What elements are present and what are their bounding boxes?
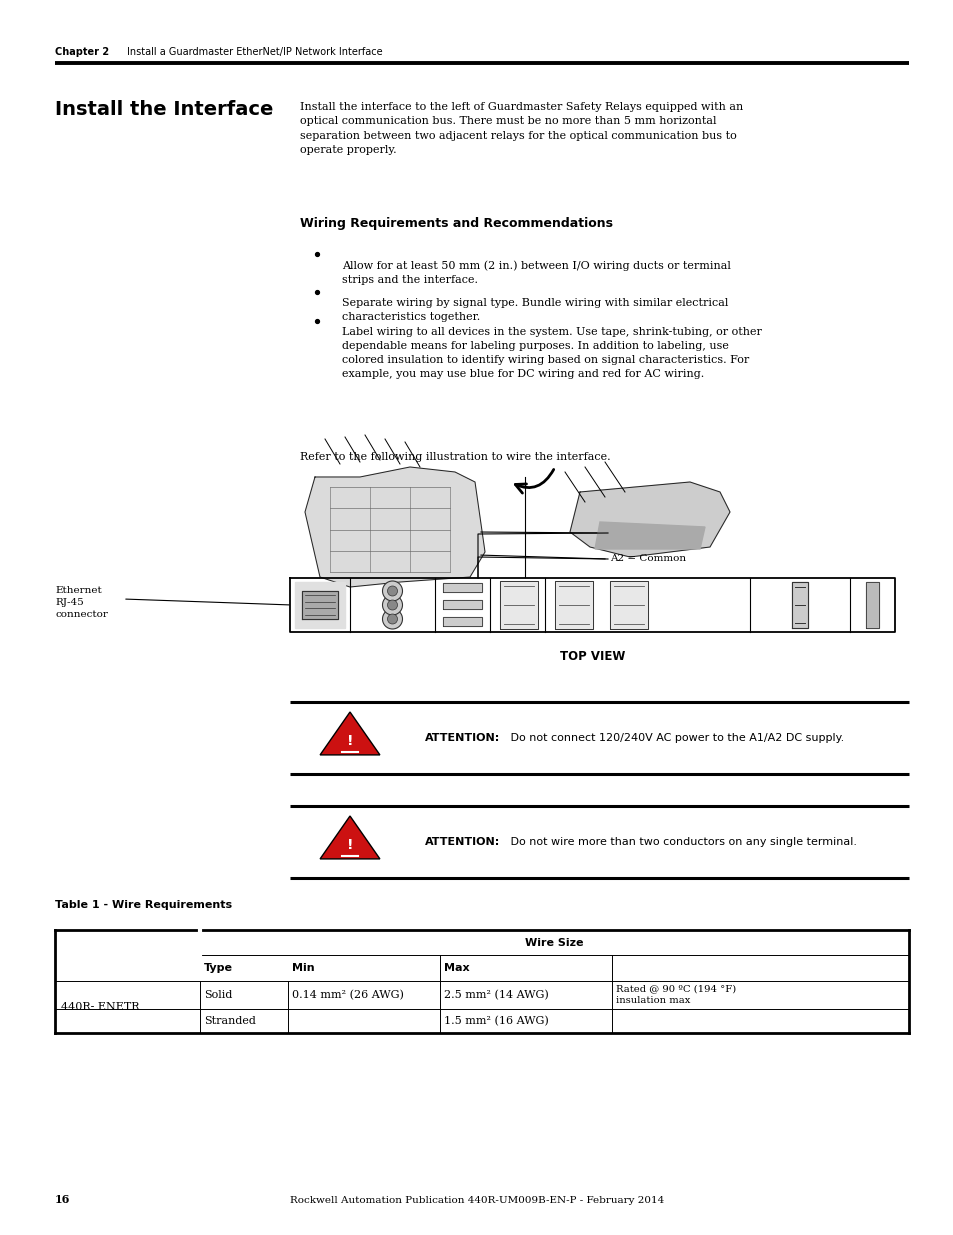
Polygon shape bbox=[569, 482, 729, 557]
Text: 1.5 mm² (16 AWG): 1.5 mm² (16 AWG) bbox=[443, 1016, 548, 1026]
Text: Chapter 2: Chapter 2 bbox=[55, 47, 109, 57]
Text: Wiring Requirements and Recommendations: Wiring Requirements and Recommendations bbox=[299, 217, 613, 230]
Text: !: ! bbox=[346, 837, 353, 852]
Text: 440R- ENETR: 440R- ENETR bbox=[61, 1002, 139, 1011]
Polygon shape bbox=[595, 522, 704, 550]
Text: Do not connect 120/240V AC power to the A1/A2 DC supply.: Do not connect 120/240V AC power to the … bbox=[506, 734, 843, 743]
Polygon shape bbox=[791, 582, 807, 629]
Text: Max: Max bbox=[443, 963, 469, 973]
Text: Solid: Solid bbox=[204, 990, 233, 1000]
Text: 0.14 mm² (26 AWG): 0.14 mm² (26 AWG) bbox=[292, 989, 403, 1000]
Text: Install the interface to the left of Guardmaster Safety Relays equipped with an
: Install the interface to the left of Gua… bbox=[299, 103, 742, 156]
Circle shape bbox=[382, 580, 402, 601]
Polygon shape bbox=[320, 816, 379, 858]
Text: Ethernet
RJ-45
connector: Ethernet RJ-45 connector bbox=[55, 585, 108, 619]
Polygon shape bbox=[499, 580, 537, 629]
Text: Rated @ 90 ºC (194 °F)
insulation max: Rated @ 90 ºC (194 °F) insulation max bbox=[616, 984, 736, 1005]
Text: Type: Type bbox=[204, 963, 233, 973]
Text: Stranded: Stranded bbox=[204, 1016, 255, 1026]
Polygon shape bbox=[302, 592, 337, 619]
Text: Install the Interface: Install the Interface bbox=[55, 100, 274, 119]
Text: Wire Size: Wire Size bbox=[525, 937, 583, 947]
Text: A2 = Common: A2 = Common bbox=[609, 555, 685, 563]
Polygon shape bbox=[555, 580, 593, 629]
Text: Label wiring to all devices in the system. Use tape, shrink-tubing, or other
dep: Label wiring to all devices in the syste… bbox=[341, 327, 761, 379]
Text: !: ! bbox=[346, 734, 353, 747]
Polygon shape bbox=[609, 580, 647, 629]
Text: Rockwell Automation Publication 440R-UM009B-EN-P - February 2014: Rockwell Automation Publication 440R-UM0… bbox=[290, 1195, 663, 1205]
Circle shape bbox=[387, 585, 397, 597]
Polygon shape bbox=[442, 618, 481, 626]
Circle shape bbox=[382, 595, 402, 615]
Polygon shape bbox=[865, 582, 878, 629]
Polygon shape bbox=[294, 582, 345, 629]
Polygon shape bbox=[442, 600, 481, 609]
Text: Do not wire more than two conductors on any single terminal.: Do not wire more than two conductors on … bbox=[506, 837, 856, 847]
Text: ATTENTION:: ATTENTION: bbox=[424, 837, 499, 847]
Circle shape bbox=[382, 609, 402, 629]
Text: TOP VIEW: TOP VIEW bbox=[559, 650, 624, 663]
Text: 2.5 mm² (14 AWG): 2.5 mm² (14 AWG) bbox=[443, 989, 548, 1000]
Polygon shape bbox=[305, 467, 484, 587]
Text: Install a Guardmaster EtherNet/IP Network Interface: Install a Guardmaster EtherNet/IP Networ… bbox=[127, 47, 382, 57]
Circle shape bbox=[387, 614, 397, 624]
Text: Allow for at least 50 mm (2 in.) between I/O wiring ducts or terminal
strips and: Allow for at least 50 mm (2 in.) between… bbox=[341, 261, 730, 284]
Text: Separate wiring by signal type. Bundle wiring with similar electrical
characteri: Separate wiring by signal type. Bundle w… bbox=[341, 298, 727, 322]
Text: Min: Min bbox=[292, 963, 314, 973]
Text: ATTENTION:: ATTENTION: bbox=[424, 734, 499, 743]
Text: 16: 16 bbox=[55, 1194, 71, 1205]
Polygon shape bbox=[442, 583, 481, 592]
Polygon shape bbox=[320, 713, 379, 755]
Circle shape bbox=[387, 600, 397, 610]
Text: A1 = Supply: A1 = Supply bbox=[609, 529, 675, 537]
Text: Refer to the following illustration to wire the interface.: Refer to the following illustration to w… bbox=[299, 452, 610, 462]
Text: Table 1 - Wire Requirements: Table 1 - Wire Requirements bbox=[55, 900, 232, 910]
